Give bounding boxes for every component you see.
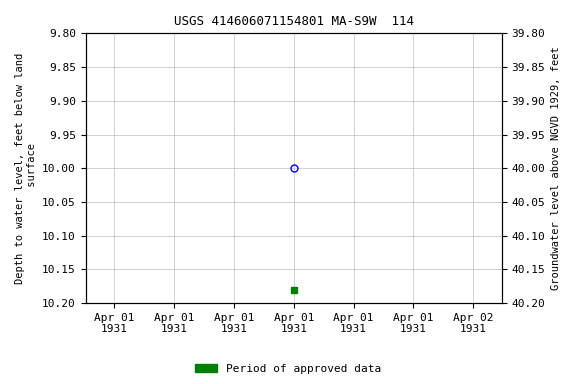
Title: USGS 414606071154801 MA-S9W  114: USGS 414606071154801 MA-S9W 114 [174,15,414,28]
Y-axis label: Groundwater level above NGVD 1929, feet: Groundwater level above NGVD 1929, feet [551,46,561,290]
Legend: Period of approved data: Period of approved data [191,359,385,379]
Y-axis label: Depth to water level, feet below land
 surface: Depth to water level, feet below land su… [15,53,37,284]
